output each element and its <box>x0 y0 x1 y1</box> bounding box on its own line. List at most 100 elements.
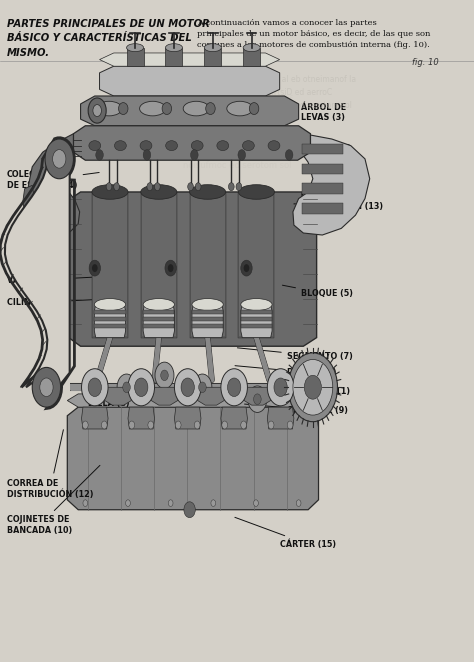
Polygon shape <box>196 387 226 405</box>
Circle shape <box>188 183 193 191</box>
Ellipse shape <box>191 140 203 150</box>
Circle shape <box>181 378 194 397</box>
Ellipse shape <box>127 44 144 52</box>
Circle shape <box>135 378 148 397</box>
Polygon shape <box>94 305 126 338</box>
Circle shape <box>287 421 293 429</box>
Text: VOLANTE (11): VOLANTE (11) <box>261 387 350 397</box>
Circle shape <box>293 359 333 415</box>
Circle shape <box>88 378 101 397</box>
Bar <box>302 144 343 154</box>
Ellipse shape <box>94 299 126 310</box>
Circle shape <box>222 421 228 429</box>
Polygon shape <box>143 305 174 338</box>
Circle shape <box>193 374 212 401</box>
Text: noisufmoc ed serotom sol: noisufmoc ed serotom sol <box>183 161 291 170</box>
Bar <box>141 192 177 338</box>
Circle shape <box>155 183 160 191</box>
Circle shape <box>45 139 73 179</box>
Text: fig. 10: fig. 10 <box>412 58 439 68</box>
Ellipse shape <box>217 140 229 150</box>
Bar <box>165 48 182 66</box>
Text: COLECTORES
DE ADMISIÓN (13): COLECTORES DE ADMISIÓN (13) <box>294 191 383 211</box>
Circle shape <box>296 500 301 506</box>
Circle shape <box>268 421 274 429</box>
Text: A continuación vamos a conocer las partes
principales de un motor básico, es dec: A continuación vamos a conocer las parte… <box>197 19 430 48</box>
Circle shape <box>148 421 154 429</box>
Polygon shape <box>128 407 155 429</box>
Circle shape <box>228 183 234 191</box>
Text: MISMO.: MISMO. <box>7 48 50 58</box>
Ellipse shape <box>143 299 174 310</box>
Polygon shape <box>100 66 280 96</box>
Ellipse shape <box>141 185 177 199</box>
Ellipse shape <box>192 299 223 310</box>
Text: ÁRBOL DE
LEVAS (3): ÁRBOL DE LEVAS (3) <box>259 101 346 122</box>
Circle shape <box>92 264 98 272</box>
Bar <box>192 317 223 321</box>
Ellipse shape <box>268 140 280 150</box>
Bar <box>94 317 126 321</box>
Ellipse shape <box>165 44 182 52</box>
Polygon shape <box>73 126 310 160</box>
Ellipse shape <box>162 103 172 115</box>
Ellipse shape <box>140 101 166 116</box>
Text: CÁRTER (15): CÁRTER (15) <box>235 517 336 549</box>
Circle shape <box>244 264 249 272</box>
Circle shape <box>89 260 100 276</box>
Bar <box>302 203 343 214</box>
Polygon shape <box>23 185 38 225</box>
Circle shape <box>147 183 153 191</box>
Bar <box>191 193 225 336</box>
Ellipse shape <box>242 140 255 150</box>
Polygon shape <box>5 144 70 402</box>
Text: PISTÓN (6): PISTÓN (6) <box>235 365 336 377</box>
Ellipse shape <box>96 101 122 116</box>
Text: CULATA (1): CULATA (1) <box>273 144 351 153</box>
Ellipse shape <box>206 103 215 115</box>
Circle shape <box>199 382 206 393</box>
Ellipse shape <box>227 101 253 116</box>
Circle shape <box>304 375 321 399</box>
Circle shape <box>241 421 246 429</box>
Bar <box>192 310 223 314</box>
Bar <box>192 324 223 328</box>
Bar <box>142 193 176 336</box>
Bar <box>190 192 226 338</box>
Polygon shape <box>149 387 180 405</box>
Polygon shape <box>82 407 108 429</box>
Circle shape <box>254 500 258 506</box>
Bar <box>243 48 260 66</box>
Circle shape <box>254 394 261 404</box>
Ellipse shape <box>204 44 221 52</box>
Text: VÁLVULAS (2): VÁLVULAS (2) <box>7 275 99 285</box>
Ellipse shape <box>92 185 128 199</box>
Polygon shape <box>28 134 80 235</box>
Circle shape <box>83 500 88 506</box>
Polygon shape <box>67 394 319 407</box>
Bar <box>127 48 144 66</box>
Ellipse shape <box>243 44 260 52</box>
Circle shape <box>267 369 294 406</box>
Text: etrap al eb otneimanof la: etrap al eb otneimanof la <box>183 128 291 137</box>
Polygon shape <box>242 387 273 405</box>
Bar <box>302 164 343 174</box>
Polygon shape <box>192 305 223 338</box>
Circle shape <box>106 183 112 191</box>
Circle shape <box>101 421 107 429</box>
Polygon shape <box>67 407 319 510</box>
Text: CILINDRO (4): CILINDRO (4) <box>7 298 99 307</box>
Circle shape <box>236 183 242 191</box>
Polygon shape <box>267 407 294 429</box>
Circle shape <box>143 150 151 160</box>
Text: BÁSICO Y CARACTERÍSTICAS DEL: BÁSICO Y CARACTERÍSTICAS DEL <box>7 33 192 43</box>
Bar <box>241 324 272 328</box>
Circle shape <box>195 183 201 191</box>
Text: COJINETES DE
BANCADA (10): COJINETES DE BANCADA (10) <box>7 465 100 535</box>
Circle shape <box>96 150 103 160</box>
Circle shape <box>175 421 181 429</box>
Circle shape <box>32 367 61 407</box>
Circle shape <box>123 382 130 393</box>
Bar <box>302 183 343 194</box>
Text: BIELA (8): BIELA (8) <box>88 384 145 408</box>
